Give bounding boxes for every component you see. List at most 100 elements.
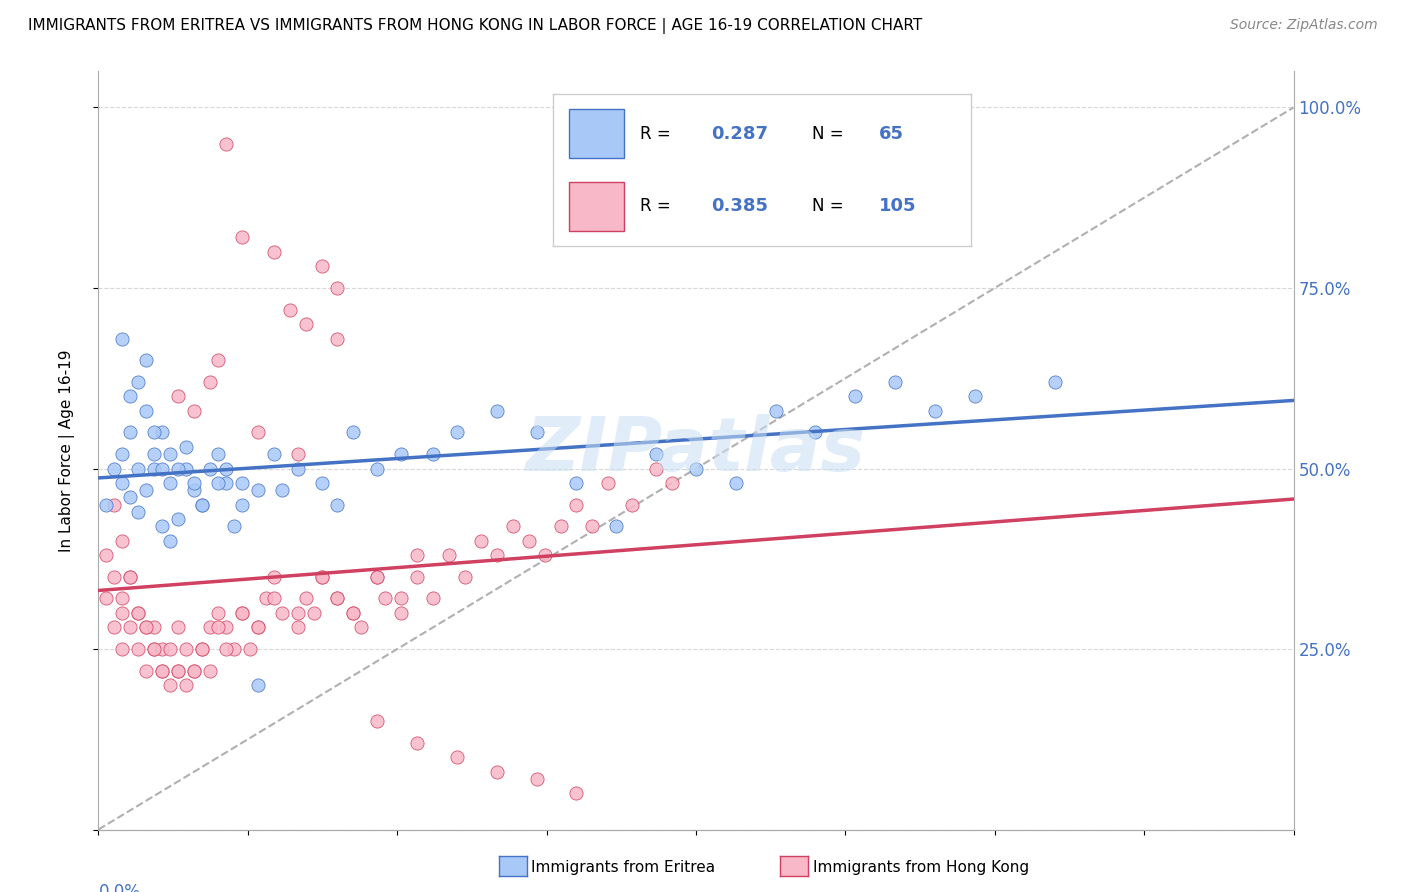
Point bbox=[150, 425, 173, 440]
Point bbox=[270, 483, 292, 498]
Point bbox=[191, 498, 214, 512]
Point bbox=[406, 736, 429, 750]
Point bbox=[120, 389, 142, 403]
Point bbox=[231, 606, 253, 620]
Point bbox=[661, 475, 683, 490]
Point bbox=[135, 664, 157, 678]
Point bbox=[287, 461, 309, 475]
Point bbox=[150, 664, 173, 678]
Point bbox=[326, 281, 349, 295]
Point bbox=[143, 620, 166, 634]
Point bbox=[111, 606, 134, 620]
Point bbox=[135, 620, 157, 634]
Point bbox=[311, 260, 333, 274]
Text: ZIPatlas: ZIPatlas bbox=[526, 414, 866, 487]
Point bbox=[246, 678, 269, 692]
Point bbox=[533, 548, 555, 562]
Point bbox=[446, 750, 468, 764]
Point bbox=[127, 375, 149, 389]
Point bbox=[127, 642, 149, 657]
Point bbox=[342, 606, 364, 620]
Point bbox=[287, 620, 309, 634]
Point bbox=[143, 642, 166, 657]
Text: Source: ZipAtlas.com: Source: ZipAtlas.com bbox=[1230, 18, 1378, 32]
Point bbox=[207, 620, 229, 634]
Point bbox=[111, 642, 134, 657]
Point bbox=[485, 548, 508, 562]
Point bbox=[159, 678, 181, 692]
Point bbox=[389, 591, 412, 606]
Point bbox=[215, 475, 238, 490]
Point bbox=[150, 642, 173, 657]
Point bbox=[565, 498, 588, 512]
Point bbox=[150, 664, 173, 678]
Point bbox=[263, 591, 285, 606]
Point bbox=[143, 461, 166, 475]
Point bbox=[884, 375, 907, 389]
Point bbox=[804, 425, 827, 440]
Point bbox=[517, 533, 540, 548]
Point bbox=[326, 591, 349, 606]
Point bbox=[246, 425, 269, 440]
Point bbox=[231, 475, 253, 490]
Point bbox=[239, 642, 262, 657]
Point bbox=[103, 620, 125, 634]
Point bbox=[366, 570, 388, 584]
Point bbox=[502, 519, 524, 533]
Point bbox=[685, 461, 707, 475]
Point bbox=[406, 548, 429, 562]
Point bbox=[167, 664, 190, 678]
Text: Immigrants from Eritrea: Immigrants from Eritrea bbox=[531, 860, 716, 874]
Point bbox=[342, 425, 364, 440]
Point bbox=[183, 664, 205, 678]
Point bbox=[198, 664, 221, 678]
Point bbox=[159, 533, 181, 548]
Point bbox=[765, 403, 787, 417]
Point bbox=[111, 591, 134, 606]
Point bbox=[96, 548, 118, 562]
Point bbox=[311, 570, 333, 584]
Point bbox=[174, 642, 197, 657]
Point bbox=[174, 440, 197, 454]
Point bbox=[120, 570, 142, 584]
Point bbox=[254, 591, 277, 606]
Point bbox=[96, 498, 118, 512]
Point bbox=[207, 447, 229, 461]
Point bbox=[127, 606, 149, 620]
Point bbox=[127, 505, 149, 519]
Point bbox=[326, 332, 349, 346]
Point bbox=[454, 570, 477, 584]
Point bbox=[565, 475, 588, 490]
Point bbox=[183, 403, 205, 417]
Point bbox=[127, 606, 149, 620]
Point bbox=[120, 425, 142, 440]
Point bbox=[263, 447, 285, 461]
Point bbox=[621, 498, 644, 512]
Point bbox=[207, 475, 229, 490]
Point bbox=[231, 230, 253, 244]
Point bbox=[263, 570, 285, 584]
Point bbox=[222, 642, 245, 657]
Point bbox=[645, 447, 668, 461]
Point bbox=[1043, 375, 1066, 389]
Point bbox=[366, 714, 388, 729]
Point bbox=[278, 302, 301, 317]
Point bbox=[263, 244, 285, 259]
Point bbox=[120, 620, 142, 634]
Point bbox=[550, 519, 572, 533]
Point bbox=[120, 491, 142, 505]
Point bbox=[270, 606, 292, 620]
Point bbox=[127, 461, 149, 475]
Point bbox=[963, 389, 986, 403]
Point bbox=[183, 664, 205, 678]
Point bbox=[311, 570, 333, 584]
Point bbox=[198, 461, 221, 475]
Point bbox=[470, 533, 492, 548]
Point bbox=[207, 353, 229, 368]
Point bbox=[103, 461, 125, 475]
Point bbox=[350, 620, 373, 634]
Point bbox=[174, 461, 197, 475]
Point bbox=[645, 461, 668, 475]
Point bbox=[366, 570, 388, 584]
Point bbox=[326, 591, 349, 606]
